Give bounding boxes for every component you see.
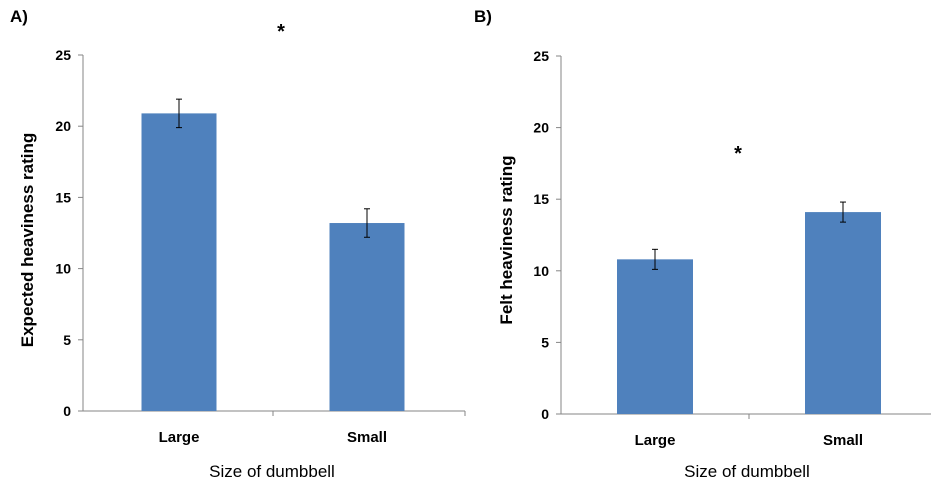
panel-a-y-tick-label: 5 bbox=[63, 332, 71, 348]
panel-b-plot-area: 0 5 10 15 20 25 Large Small bbox=[533, 48, 931, 449]
panel-b-significance-marker: * bbox=[734, 143, 742, 165]
panel-a-bar-large bbox=[141, 113, 217, 411]
panel-a-y-tick-label: 15 bbox=[55, 189, 71, 205]
panel-b-category-label: Small bbox=[823, 432, 863, 449]
panel-a-significance-marker: * bbox=[277, 21, 285, 43]
panel-a-category-label: Small bbox=[347, 429, 387, 446]
panel-b-x-axis-label: Size of dumbbell bbox=[684, 462, 810, 481]
panel-b-bar-large bbox=[617, 259, 693, 414]
panel-a-plot-area: 0 5 10 15 20 25 Large Small bbox=[55, 47, 466, 446]
panel-b-label: B) bbox=[474, 7, 492, 26]
panel-a-category-label: Large bbox=[159, 429, 200, 446]
panel-b-y-tick-label: 10 bbox=[533, 263, 549, 279]
panel-a: A) * Expected heaviness rating Size of d… bbox=[10, 7, 466, 481]
panel-a-label: A) bbox=[10, 7, 28, 26]
panel-b-bar-small bbox=[805, 212, 881, 414]
panel-a-bar-small bbox=[329, 223, 405, 411]
panel-b-y-tick-label: 15 bbox=[533, 191, 549, 207]
panel-a-x-axis-label: Size of dumbbell bbox=[209, 462, 335, 481]
panel-a-y-tick-label: 25 bbox=[55, 47, 71, 63]
panel-b: B) * Felt heaviness rating Size of dumbb… bbox=[474, 7, 931, 481]
panel-b-y-tick-label: 0 bbox=[541, 406, 549, 422]
panel-a-y-axis-label: Expected heaviness rating bbox=[18, 133, 37, 347]
panel-a-y-tick-label: 10 bbox=[55, 261, 71, 277]
panel-b-y-tick-label: 25 bbox=[533, 48, 549, 64]
panel-b-category-label: Large bbox=[635, 432, 676, 449]
panel-b-y-tick-label: 20 bbox=[533, 120, 549, 136]
panel-a-y-tick-label: 0 bbox=[63, 403, 71, 419]
panel-a-y-tick-label: 20 bbox=[55, 118, 71, 134]
panel-b-y-tick-label: 5 bbox=[541, 334, 549, 350]
panel-b-y-axis-label: Felt heaviness rating bbox=[497, 155, 516, 324]
